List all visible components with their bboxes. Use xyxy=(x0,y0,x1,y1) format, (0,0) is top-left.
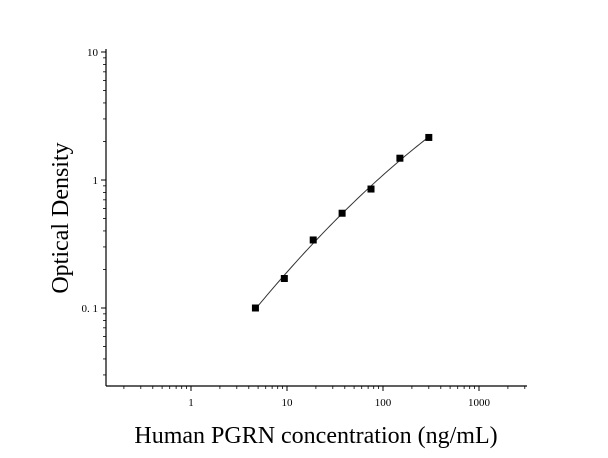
fit-curve-path xyxy=(255,136,430,310)
y-tick-label: 1 xyxy=(93,175,99,187)
data-points xyxy=(251,133,433,312)
y-tick-label: 10 xyxy=(87,47,99,59)
data-point xyxy=(396,154,404,162)
plot-area xyxy=(105,49,527,387)
x-tick-label: 1 xyxy=(188,397,194,409)
x-tick-label: 10 xyxy=(282,397,294,409)
data-point xyxy=(367,185,375,193)
fit-curve xyxy=(255,136,430,310)
data-point xyxy=(338,209,346,217)
data-point xyxy=(425,133,433,141)
data-point xyxy=(309,236,317,244)
data-point xyxy=(251,304,259,312)
x-axis-title: Human PGRN concentration (ng/mL) xyxy=(134,423,497,449)
y-axis-title: Optical Density xyxy=(48,142,74,293)
x-tick-label: 1000 xyxy=(468,397,491,409)
x-tick-label: 100 xyxy=(375,397,392,409)
y-tick-label: 0. 1 xyxy=(82,303,99,315)
axis-ticks: 1 10 100 1000 0. 1 1 10 xyxy=(82,47,526,409)
data-point xyxy=(280,275,288,283)
